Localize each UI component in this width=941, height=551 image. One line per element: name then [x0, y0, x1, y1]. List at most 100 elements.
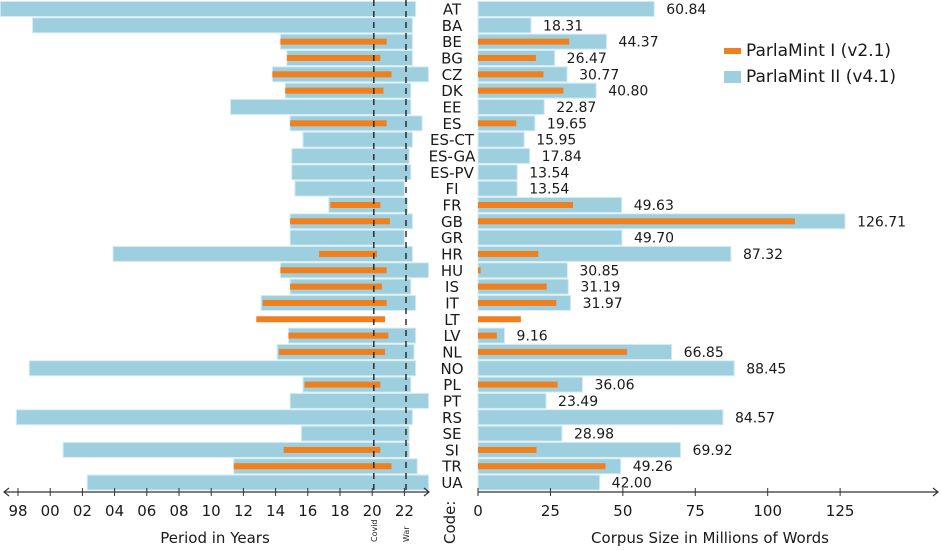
size-value-label-dk: 40.80 — [608, 84, 648, 100]
years-tick-label-04: 04 — [105, 502, 124, 520]
years-tick-label-16: 16 — [298, 502, 317, 520]
size-value-label-nl: 66.85 — [684, 345, 724, 361]
period-bar-v4-si — [62, 441, 410, 458]
size-bar-v4-rs — [477, 409, 724, 426]
size-value-label-no: 88.45 — [746, 361, 786, 377]
size-bars — [477, 1, 846, 491]
size-value-label-es-pv: 13.54 — [529, 165, 569, 181]
years-axis-right-arrow — [423, 487, 430, 497]
size-value-label-pt: 23.49 — [558, 394, 598, 410]
period-bar-v4-rs — [15, 409, 413, 426]
country-code-fi: FI — [445, 180, 458, 198]
country-code-lv: LV — [444, 327, 462, 345]
period-bar-v4-es-ga — [291, 147, 410, 164]
size-value-label-cz: 30.77 — [579, 67, 619, 83]
period-bar-v4-se — [300, 425, 410, 442]
period-bar-v2-lt — [256, 316, 386, 323]
period-bar-v2-gb — [290, 218, 390, 225]
size-tick-label-25: 25 — [541, 502, 560, 520]
size-bar-v4-at — [477, 1, 655, 17]
years-axis: 98 00 02 04 06 08 10 12 14 16 18 20 22 — [3, 487, 430, 520]
period-bar-v4-hr — [112, 245, 413, 262]
period-bar-v2-dk — [285, 87, 384, 94]
period-bar-v4-fi — [294, 180, 405, 197]
size-value-label-ba: 18.31 — [543, 18, 583, 34]
legend-label-parlamint-2: ParlaMint II (v4.1) — [746, 67, 896, 87]
size-value-label-lv: 9.16 — [517, 329, 548, 345]
size-bar-v2-bg — [478, 54, 536, 61]
size-tick-label-0: 0 — [473, 502, 483, 520]
period-bar-v2-it — [262, 299, 387, 306]
country-code-fr: FR — [442, 196, 461, 214]
legend: ParlaMint I (v2.1) ParlaMint II (v4.1) — [724, 41, 896, 87]
size-value-label-gb: 126.71 — [857, 214, 906, 230]
country-code-lt: LT — [444, 311, 460, 329]
size-axis: 0 25 50 75 100 125 — [473, 487, 939, 520]
size-bar-v2-gb — [478, 218, 795, 225]
country-code-be: BE — [442, 33, 462, 51]
size-value-label-fr: 49.63 — [634, 198, 674, 214]
country-code-gb: GB — [441, 213, 463, 231]
period-bar-v2-hr — [319, 250, 378, 257]
country-code-rs: RS — [442, 409, 462, 427]
years-tick-label-98: 98 — [8, 502, 27, 520]
size-bar-v2-be — [478, 38, 570, 45]
country-code-hu: HU — [441, 262, 463, 280]
country-code-dk: DK — [441, 82, 464, 100]
period-bar-v4-ba — [31, 17, 413, 34]
size-value-label-is: 31.19 — [580, 280, 620, 296]
size-value-label-se: 28.98 — [574, 427, 614, 443]
size-bar-v2-cz — [478, 71, 544, 78]
period-bar-v2-fr — [330, 201, 381, 208]
size-bar-v2-fr — [478, 201, 574, 208]
size-bar-v2-is — [478, 283, 547, 290]
size-value-label-hr: 87.32 — [743, 247, 783, 263]
years-tick-label-06: 06 — [137, 502, 156, 520]
code-axis-label: Code: — [441, 501, 459, 544]
size-value-label-si: 69.92 — [693, 443, 733, 459]
country-code-es-ct: ES-CT — [430, 131, 475, 149]
size-value-label-rs: 84.57 — [735, 410, 775, 426]
size-value-label-gr: 49.70 — [634, 231, 674, 247]
country-code-nl: NL — [442, 343, 462, 361]
size-value-label-es-ga: 17.84 — [542, 149, 582, 165]
size-bar-v4-pt — [477, 392, 547, 409]
size-axis-arrow — [932, 487, 939, 497]
years-tick-label-10: 10 — [202, 502, 221, 520]
reference-label-covid: Covid — [370, 519, 379, 542]
reference-lines: Covid War — [370, 0, 411, 542]
years-tick-label-18: 18 — [330, 502, 349, 520]
legend-swatch-parlamint-2 — [724, 71, 741, 83]
size-bar-v2-dk — [478, 87, 564, 94]
country-code-at: AT — [443, 1, 462, 19]
years-tick-label-08: 08 — [169, 502, 188, 520]
size-bar-v4-es-pv — [477, 164, 518, 181]
size-bar-v4-es-ct — [477, 131, 525, 148]
size-axis-label: Corpus Size in Millions of Words — [591, 529, 829, 547]
size-bar-v4-gr — [477, 229, 623, 246]
size-bar-v2-hu — [478, 267, 481, 274]
period-bar-v4-no — [28, 360, 417, 377]
country-code-es-pv: ES-PV — [430, 164, 474, 182]
country-code-pt: PT — [443, 392, 462, 410]
period-bar-v2-si — [283, 446, 381, 453]
reference-label-war: War — [402, 526, 411, 542]
size-bar-v4-es-ga — [477, 147, 531, 164]
country-code-hr: HR — [441, 245, 463, 263]
years-tick-label-14: 14 — [266, 502, 285, 520]
years-tick-label-22: 22 — [395, 502, 414, 520]
size-value-label-pl: 36.06 — [594, 378, 634, 394]
country-code-pl: PL — [443, 376, 461, 394]
country-code-ba: BA — [442, 17, 463, 35]
size-bar-v2-tr — [478, 463, 606, 470]
size-bar-v4-hu — [477, 262, 568, 279]
period-bar-v2-hu — [280, 267, 387, 274]
size-bar-v2-lv — [478, 332, 497, 339]
period-bar-v2-be — [280, 38, 387, 45]
period-bar-v2-es — [290, 120, 387, 127]
size-bar-v4-no — [477, 360, 735, 377]
period-bar-v2-bg — [286, 54, 381, 61]
size-tick-label-50: 50 — [613, 502, 632, 520]
country-code-cz: CZ — [442, 66, 463, 84]
